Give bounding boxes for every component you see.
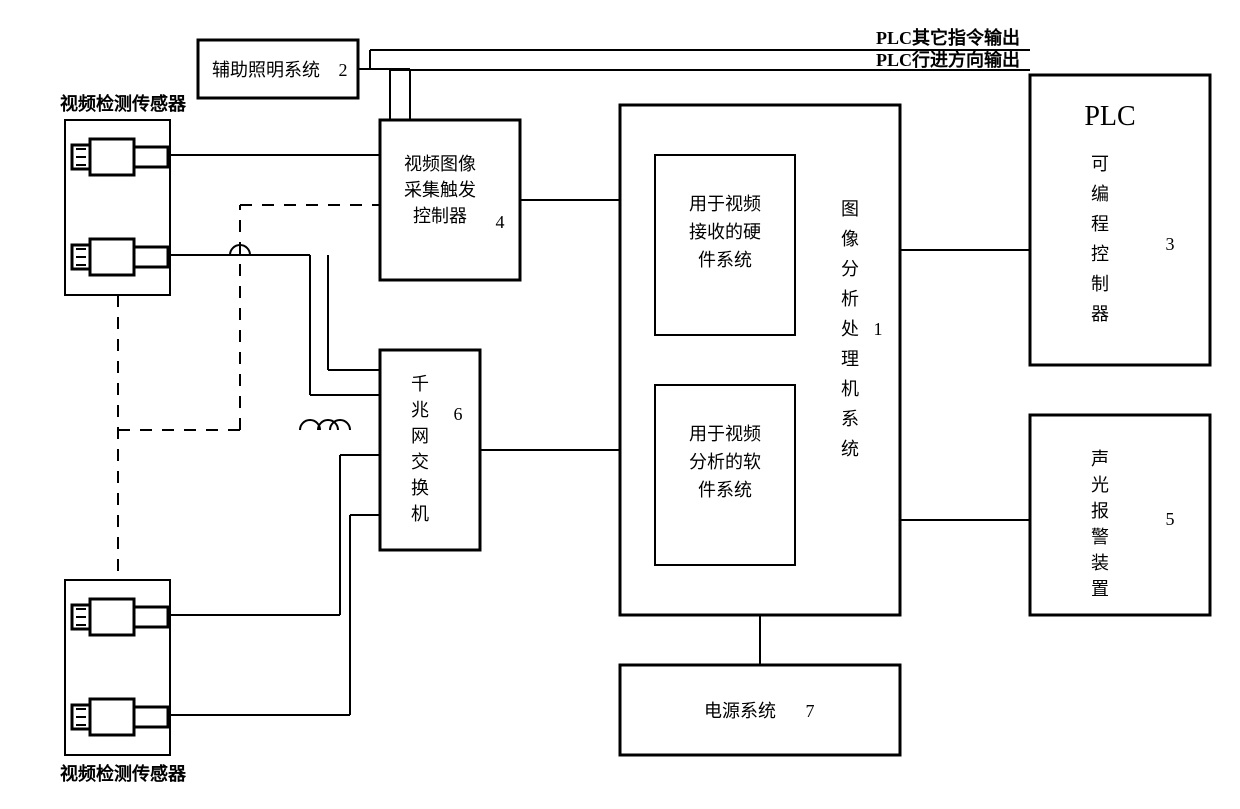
svg-text:5: 5 [1166,509,1175,529]
svg-text:系: 系 [841,409,859,429]
svg-text:PLC行进方向输出: PLC行进方向输出 [876,49,1020,70]
svg-text:6: 6 [454,404,463,424]
svg-text:7: 7 [806,701,815,721]
svg-text:视频检测传感器: 视频检测传感器 [60,93,187,114]
svg-text:PLC: PLC [1084,101,1135,132]
svg-text:制: 制 [1091,274,1109,294]
svg-text:千: 千 [411,374,429,394]
svg-text:PLC其它指令输出: PLC其它指令输出 [876,27,1020,48]
svg-text:声: 声 [1091,449,1109,469]
diagram-canvas: 视频检测传感器视频检测传感器辅助照明系统2视频图像采集触发控制器4千兆网交换机6… [0,0,1240,809]
svg-text:1: 1 [874,319,883,339]
svg-text:4: 4 [496,212,505,232]
svg-text:可: 可 [1091,154,1109,174]
svg-text:像: 像 [841,229,859,249]
svg-text:电源系统: 电源系统 [704,701,776,721]
svg-text:2: 2 [339,60,348,80]
svg-text:分析的软: 分析的软 [689,452,761,472]
svg-text:警: 警 [1091,527,1109,547]
svg-text:机: 机 [411,504,429,524]
svg-text:编: 编 [1091,184,1109,204]
svg-text:光: 光 [1091,475,1109,495]
svg-text:控制器: 控制器 [413,206,467,226]
svg-text:装: 装 [1091,553,1109,573]
svg-text:辅助照明系统: 辅助照明系统 [212,60,320,80]
svg-text:析: 析 [841,289,859,309]
svg-text:网: 网 [411,426,429,446]
svg-text:接收的硬: 接收的硬 [689,222,761,242]
svg-text:用于视频: 用于视频 [689,424,761,444]
svg-text:处: 处 [841,319,859,339]
svg-text:置: 置 [1091,579,1109,599]
svg-text:图: 图 [841,199,859,219]
svg-text:3: 3 [1166,234,1175,254]
svg-text:统: 统 [841,439,859,459]
svg-text:机: 机 [841,379,859,399]
svg-text:分: 分 [841,259,859,279]
svg-text:交: 交 [411,452,429,472]
svg-text:程: 程 [1091,214,1109,234]
svg-text:兆: 兆 [411,400,429,420]
svg-text:视频图像: 视频图像 [404,154,476,174]
svg-text:件系统: 件系统 [698,250,752,270]
svg-text:件系统: 件系统 [698,480,752,500]
svg-text:换: 换 [411,478,429,498]
svg-text:采集触发: 采集触发 [404,180,476,200]
svg-text:视频检测传感器: 视频检测传感器 [60,763,187,784]
svg-text:理: 理 [841,349,859,369]
svg-text:用于视频: 用于视频 [689,194,761,214]
svg-text:控: 控 [1091,244,1109,264]
svg-text:器: 器 [1091,304,1109,324]
svg-text:报: 报 [1091,501,1109,521]
